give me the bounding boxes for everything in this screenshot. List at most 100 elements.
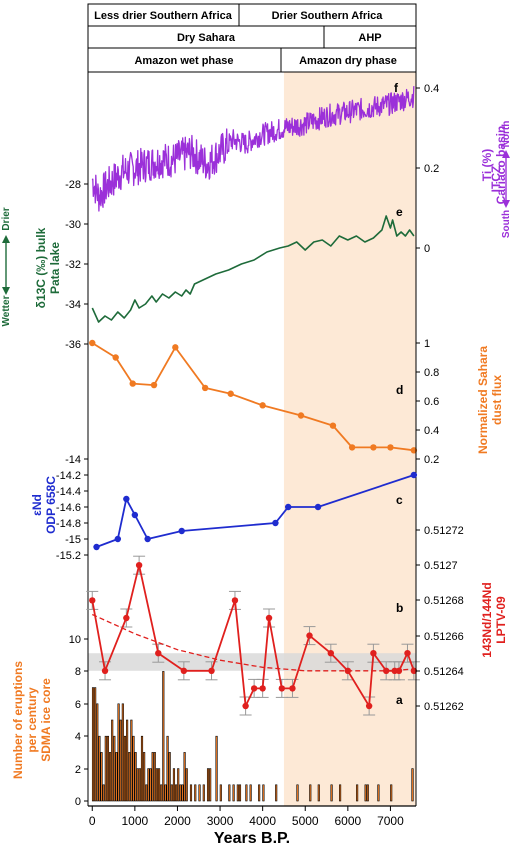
panel-b-tick-label: 0.51266 bbox=[424, 631, 464, 643]
eruption-bar bbox=[215, 735, 218, 802]
eruption-bar bbox=[121, 703, 124, 802]
panel-a-tick-label: 10 bbox=[69, 634, 81, 646]
eruption-bar bbox=[228, 784, 231, 802]
eruption-bar bbox=[330, 784, 333, 802]
eruption-bar bbox=[160, 784, 163, 802]
direction-mid-label: ITCZ bbox=[489, 166, 503, 193]
x-axis: 0 1000 2000 3000 4000 5000 6000 7000 Years B.P. bbox=[88, 805, 416, 847]
panel-b-tick-label: 0.51272 bbox=[424, 525, 464, 537]
direction-bottom-label: South bbox=[501, 210, 512, 238]
direction-top-label: Drier bbox=[1, 207, 12, 230]
eruption-bar bbox=[153, 752, 156, 802]
eruption-bar bbox=[126, 719, 129, 802]
panel-e-tick-label: -36 bbox=[65, 339, 81, 351]
d13c-series-line bbox=[91, 215, 415, 323]
panel-e-axis: -28 -30 -32 -34 -36 bbox=[65, 179, 89, 351]
panel-c-tick-label: -15 bbox=[65, 534, 81, 546]
eruption-bar bbox=[104, 735, 107, 802]
dust-point bbox=[227, 390, 234, 397]
nd-point bbox=[404, 650, 411, 657]
nd-point bbox=[344, 667, 352, 674]
header-amazon-wet-phase: Amazon wet phase bbox=[134, 55, 233, 67]
panel-c-ylabel-line: ODP 658C bbox=[44, 476, 58, 534]
eruption-bar bbox=[198, 784, 201, 802]
dust-point bbox=[172, 344, 179, 351]
panel-e-tick-label: -28 bbox=[65, 179, 81, 191]
eruption-bar bbox=[132, 735, 135, 802]
nd-point bbox=[89, 597, 96, 604]
panel-d-tick-label: 0.6 bbox=[424, 396, 439, 408]
eruption-bar bbox=[149, 768, 152, 802]
eruption-bar bbox=[94, 687, 97, 802]
direction-bottom-label-wrap: Wetter bbox=[1, 295, 12, 326]
panel-c-letter: c bbox=[396, 493, 403, 507]
nd-point bbox=[395, 667, 403, 674]
nd-point bbox=[278, 685, 286, 692]
nd-point bbox=[370, 650, 377, 657]
nd-point bbox=[265, 614, 273, 622]
nd-band bbox=[88, 653, 416, 671]
header-less-drier-southern-africa: Less drier Southern Africa bbox=[94, 10, 233, 22]
header-dry-sahara: Dry Sahara bbox=[177, 32, 236, 44]
eruption-bar bbox=[366, 784, 369, 802]
x-tick-label: 2000 bbox=[164, 814, 191, 828]
eruption-bar bbox=[194, 784, 197, 802]
panel-f-axis: 0.4 0.2 0 bbox=[415, 83, 439, 255]
panel-b-ylabel-line: LPTV-09 bbox=[494, 596, 508, 644]
eruption-bar bbox=[108, 752, 112, 802]
nd-point bbox=[382, 667, 390, 674]
eruption-bar bbox=[245, 784, 248, 802]
eruption-bar bbox=[177, 768, 180, 802]
panel-b-tick-label: 0.51262 bbox=[424, 701, 464, 713]
panel-d-tick-label: 0.4 bbox=[424, 425, 439, 437]
panel-a-ylabel-line: per century bbox=[25, 687, 39, 753]
eruption-bar bbox=[317, 784, 320, 802]
eruption-bar bbox=[296, 784, 299, 802]
end-point bbox=[178, 527, 185, 535]
panel-f-tick-label: 0 bbox=[424, 243, 430, 255]
header-ahp: AHP bbox=[358, 32, 381, 44]
panel-e-ylabel: δ13C (‰) bulk Pata lake bbox=[34, 227, 62, 308]
direction-mid-label-wrap: ITCZ bbox=[489, 166, 503, 193]
x-tick-label: 5000 bbox=[292, 814, 319, 828]
panel-d-ylabel-line: dust flux bbox=[490, 375, 504, 425]
eruption-bar bbox=[100, 752, 103, 802]
dust-point bbox=[150, 381, 158, 389]
eruption-bar bbox=[179, 784, 182, 802]
nd-point bbox=[289, 685, 296, 692]
panel-e-tick-label: -30 bbox=[65, 219, 81, 231]
panel-c-ylabel-line: εNd bbox=[30, 494, 44, 516]
eruption-bar bbox=[275, 784, 278, 802]
eruption-bar bbox=[175, 784, 178, 802]
eruption-bar bbox=[309, 784, 312, 802]
shaded-region-amazon-dry bbox=[283, 72, 416, 806]
panel-b bbox=[86, 555, 420, 716]
x-tick-label: 3000 bbox=[207, 814, 234, 828]
ti-series-line bbox=[91, 86, 415, 212]
eruption-bar bbox=[136, 768, 139, 802]
eruption-bar bbox=[113, 735, 116, 802]
direction-bottom-label: Wetter bbox=[1, 295, 12, 326]
panel-a-ylabel-line: SDMA ice core bbox=[39, 678, 53, 762]
dust-point bbox=[387, 444, 394, 451]
panel-a-letter: a bbox=[396, 693, 403, 707]
eruption-bar bbox=[117, 703, 120, 802]
panel-c-ylabel: εNd ODP 658C bbox=[30, 476, 58, 534]
arrow-up-icon bbox=[2, 235, 10, 243]
header-row-3 bbox=[87, 47, 417, 73]
panel-b-ylabel-line: 143Nd/144Nd bbox=[480, 582, 494, 657]
eruption-bar bbox=[219, 784, 222, 802]
panel-e-letter: e bbox=[396, 205, 403, 219]
eruption-bar bbox=[145, 784, 148, 802]
panel-a bbox=[91, 671, 414, 802]
dust-series-line bbox=[91, 342, 415, 452]
eruption-bar bbox=[115, 752, 118, 802]
x-axis-label: Years B.P. bbox=[214, 830, 290, 847]
header-labels: Less drier Southern Africa Drier Souther… bbox=[94, 10, 397, 67]
nd-point bbox=[410, 667, 418, 674]
panel-d-ylabel-line: Normalized Sahara bbox=[476, 346, 490, 454]
panel-f-ylabel-line: Ti (%) bbox=[480, 149, 494, 181]
eruption-bar bbox=[147, 768, 150, 802]
eruption-bar bbox=[96, 703, 99, 802]
panel-a-ylabel-line: Number of eruptions bbox=[11, 661, 25, 779]
